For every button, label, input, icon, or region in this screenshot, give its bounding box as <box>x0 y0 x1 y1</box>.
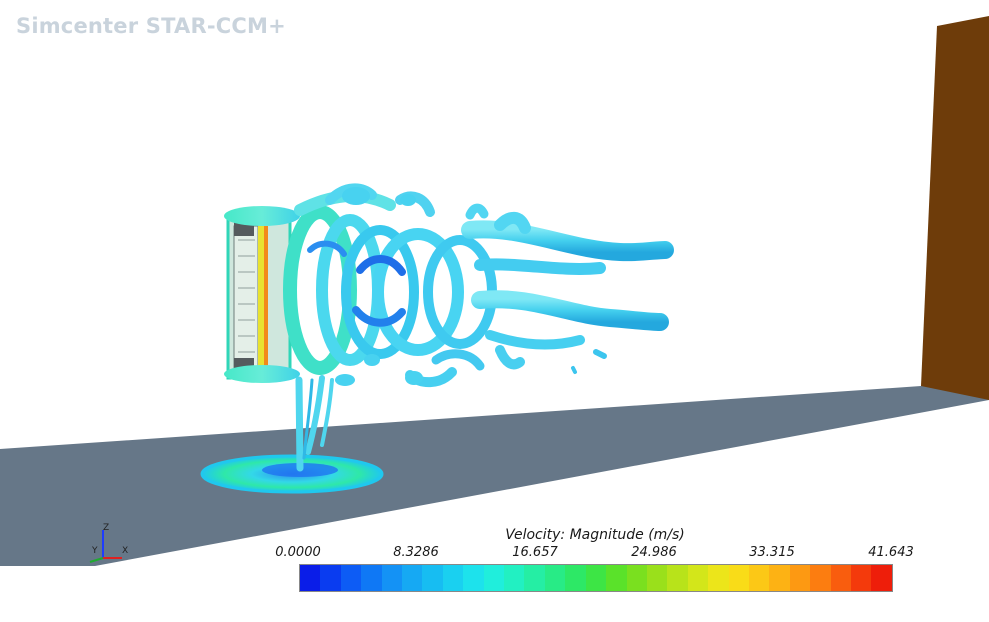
colorbar-segment <box>442 565 464 591</box>
legend-tick: 41.643 <box>868 545 914 560</box>
colorbar-segment <box>320 565 341 591</box>
colorbar-segment <box>340 565 362 591</box>
coordinate-triad <box>89 530 122 563</box>
colorbar-segment <box>728 565 749 591</box>
legend-tick: 33.315 <box>749 545 795 560</box>
colorbar-segment <box>606 565 627 591</box>
wake-vortices <box>461 203 674 374</box>
vortex-rings <box>283 183 497 388</box>
colorbar-segment <box>504 565 525 591</box>
colorbar-segment <box>544 565 566 591</box>
ground-plane <box>0 386 989 566</box>
colorbar-segment <box>748 565 770 591</box>
legend-tick: 24.986 <box>631 545 677 560</box>
app-watermark: Simcenter STAR-CCM+ <box>16 14 286 38</box>
colorbar-segment <box>850 565 872 591</box>
vortex-fragments <box>335 187 423 386</box>
colorbar-segment <box>585 565 607 591</box>
back-wall <box>921 16 989 400</box>
colorbar-segment <box>402 565 423 591</box>
colorbar-segment <box>300 565 321 591</box>
colorbar-segment <box>524 565 545 591</box>
legend-tick: 0.0000 <box>275 545 321 560</box>
colorbar-segment <box>463 565 484 591</box>
colorbar-segment <box>810 565 831 591</box>
colorbar-segment <box>769 565 790 591</box>
colorbar-segment <box>687 565 709 591</box>
colorbar-segment <box>422 565 443 591</box>
colorbar-segment <box>565 565 586 591</box>
colorbar-segment <box>646 565 668 591</box>
fan-housing <box>224 206 300 383</box>
colorbar-segment <box>708 565 729 591</box>
colorbar-segment <box>789 565 811 591</box>
colorbar-segment <box>830 565 851 591</box>
colorbar-segment <box>667 565 688 591</box>
axis-x-label: X <box>122 546 128 556</box>
axis-y-label: Y <box>91 546 98 556</box>
legend-tick: 16.657 <box>512 545 558 560</box>
colorbar-segment <box>381 565 403 591</box>
colorbar-segment <box>871 565 892 591</box>
legend-tick: 8.3286 <box>393 545 439 560</box>
downwash-jets <box>295 375 334 472</box>
legend-title: Velocity: Magnitude (m/s) <box>505 527 685 543</box>
velocity-colorbar <box>299 564 893 592</box>
colorbar-segment <box>361 565 382 591</box>
axis-z-label: Z <box>103 523 109 533</box>
colorbar-segment <box>483 565 505 591</box>
colorbar-segment <box>626 565 647 591</box>
